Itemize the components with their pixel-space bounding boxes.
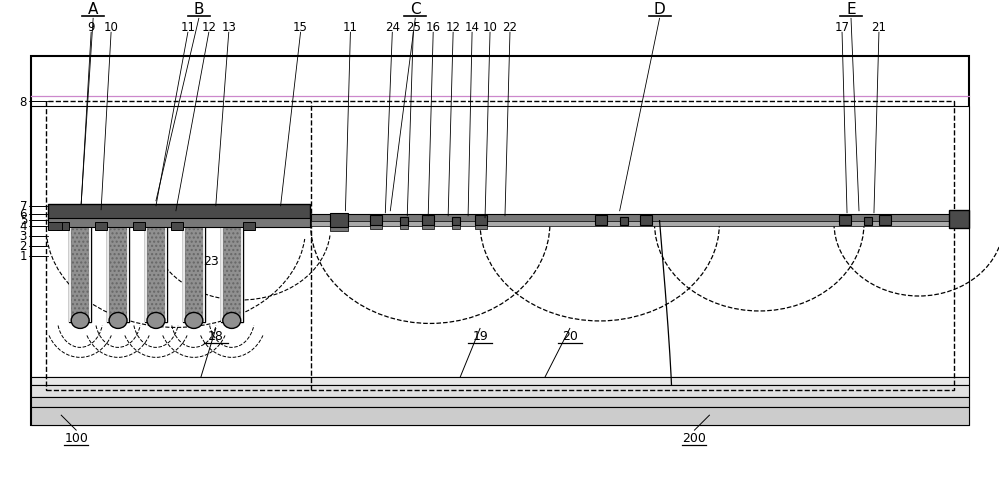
Bar [107, 228, 109, 323]
Bar [330, 226, 348, 231]
Bar [203, 228, 205, 323]
Bar [89, 228, 91, 323]
Bar [422, 216, 434, 225]
Bar [165, 228, 167, 323]
Bar [183, 226, 205, 323]
Bar [185, 228, 203, 321]
Text: 10: 10 [483, 21, 497, 34]
Text: B: B [194, 2, 204, 17]
Bar [31, 408, 969, 425]
Text: 1: 1 [20, 250, 27, 263]
Bar [31, 377, 969, 385]
Text: 22: 22 [502, 21, 517, 34]
Bar [46, 102, 954, 390]
Text: 17: 17 [835, 21, 850, 34]
Bar [145, 226, 167, 323]
Text: 23: 23 [203, 254, 219, 267]
Bar [48, 204, 310, 220]
Bar [48, 218, 310, 227]
Bar [879, 216, 891, 225]
Bar [243, 222, 255, 230]
Bar [241, 228, 243, 323]
Bar [31, 397, 969, 408]
Bar [400, 224, 408, 229]
Ellipse shape [71, 313, 89, 329]
Bar [475, 216, 487, 225]
Text: 12: 12 [201, 21, 216, 34]
Bar [69, 226, 91, 323]
Ellipse shape [109, 313, 127, 329]
Bar [145, 228, 147, 323]
Text: 200: 200 [683, 431, 706, 444]
Bar [127, 228, 129, 323]
Bar [839, 216, 851, 225]
Bar [221, 228, 223, 323]
Ellipse shape [147, 313, 165, 329]
Text: 13: 13 [221, 21, 236, 34]
Bar [69, 228, 71, 323]
Text: 21: 21 [871, 21, 886, 34]
Bar [620, 217, 628, 225]
Bar [109, 228, 127, 321]
Text: 12: 12 [446, 21, 461, 34]
Text: E: E [846, 2, 856, 17]
Bar [640, 216, 652, 225]
Text: 18: 18 [208, 329, 224, 342]
Bar [330, 213, 348, 227]
Text: 2: 2 [20, 240, 27, 252]
Bar [452, 224, 460, 229]
Text: 11: 11 [180, 21, 195, 34]
Ellipse shape [185, 313, 203, 329]
Text: 8: 8 [20, 96, 27, 108]
Bar [57, 222, 69, 230]
Bar [311, 214, 954, 222]
Bar [95, 222, 107, 230]
Bar [311, 221, 954, 226]
Bar [31, 57, 969, 425]
Bar [864, 217, 872, 225]
Text: 19: 19 [472, 329, 488, 342]
Text: 3: 3 [20, 230, 27, 243]
Text: D: D [654, 2, 665, 17]
Text: 9: 9 [87, 21, 95, 34]
Ellipse shape [223, 313, 241, 329]
Text: C: C [410, 2, 421, 17]
Bar [183, 228, 185, 323]
Bar [370, 224, 382, 229]
Bar [31, 385, 969, 397]
Bar [171, 222, 183, 230]
Bar [452, 217, 460, 225]
Text: 25: 25 [406, 21, 421, 34]
Text: 11: 11 [343, 21, 358, 34]
Bar [595, 216, 607, 225]
Bar [221, 226, 243, 323]
Text: 5: 5 [20, 214, 27, 227]
Text: 7: 7 [20, 200, 27, 213]
Text: 15: 15 [293, 21, 308, 34]
Bar [48, 222, 62, 230]
Bar [31, 107, 969, 377]
Text: 4: 4 [20, 220, 27, 233]
Bar [223, 228, 241, 321]
Text: 100: 100 [64, 431, 88, 444]
Text: 16: 16 [426, 21, 441, 34]
Text: A: A [88, 2, 98, 17]
Text: 24: 24 [385, 21, 400, 34]
Bar [147, 228, 165, 321]
Bar [370, 216, 382, 225]
Bar [133, 222, 145, 230]
Bar [949, 210, 969, 228]
Text: 20: 20 [562, 329, 578, 342]
Text: 6: 6 [20, 208, 27, 221]
Bar [422, 224, 434, 229]
Bar [107, 226, 129, 323]
Bar [71, 228, 89, 321]
Text: 14: 14 [465, 21, 480, 34]
Bar [475, 224, 487, 229]
Text: 10: 10 [104, 21, 119, 34]
Bar [400, 217, 408, 225]
